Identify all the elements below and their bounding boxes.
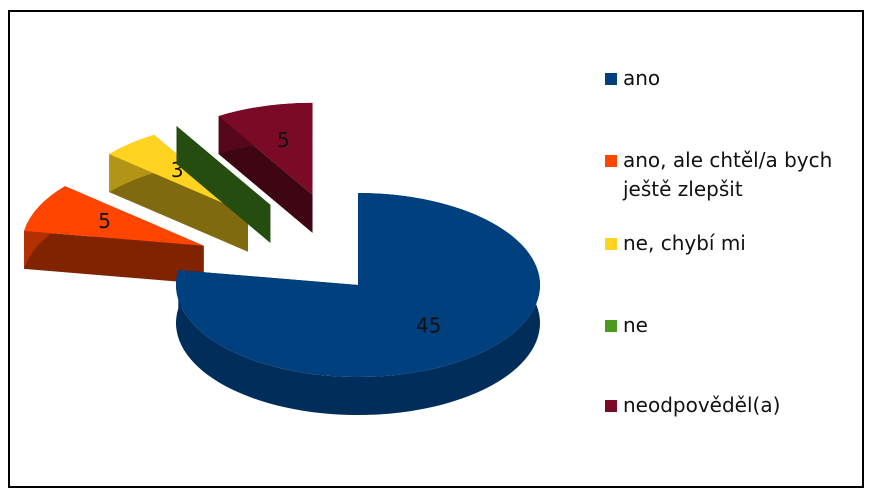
legend-label: ano, ale chtěl/a bych ještě zlepšit (623, 148, 833, 201)
legend-item: ne, chybí mi (605, 229, 855, 258)
legend-swatch (605, 73, 617, 85)
pie-slice (218, 102, 313, 233)
pie-slice (176, 126, 271, 243)
data-label: 45 (416, 314, 441, 338)
legend-item: ano (605, 64, 855, 93)
data-label: 5 (277, 128, 290, 152)
legend-swatch (605, 155, 617, 167)
legend-swatch (605, 400, 617, 412)
data-label: 5 (98, 209, 111, 233)
legend-swatch (605, 238, 617, 250)
legend-label: ne, chybí mi (623, 231, 746, 255)
slice-side (176, 126, 271, 243)
legend-swatch (605, 320, 617, 332)
pie-slice (24, 186, 204, 284)
legend-label: ano (623, 66, 661, 90)
chart-frame (8, 10, 864, 488)
legend-item: ne (605, 311, 855, 340)
slice-top (24, 186, 204, 246)
pie-slice (176, 193, 540, 415)
slice-top (176, 193, 540, 377)
legend-label: neodpověděl(a) (623, 393, 781, 417)
slice-side (109, 154, 248, 252)
legend-item: ano, ale chtěl/a bych ještě zlepšit (605, 146, 855, 204)
legend-item: neodpověděl(a) (605, 391, 855, 420)
legend-label: ne (623, 313, 648, 337)
slice-top (218, 102, 313, 195)
